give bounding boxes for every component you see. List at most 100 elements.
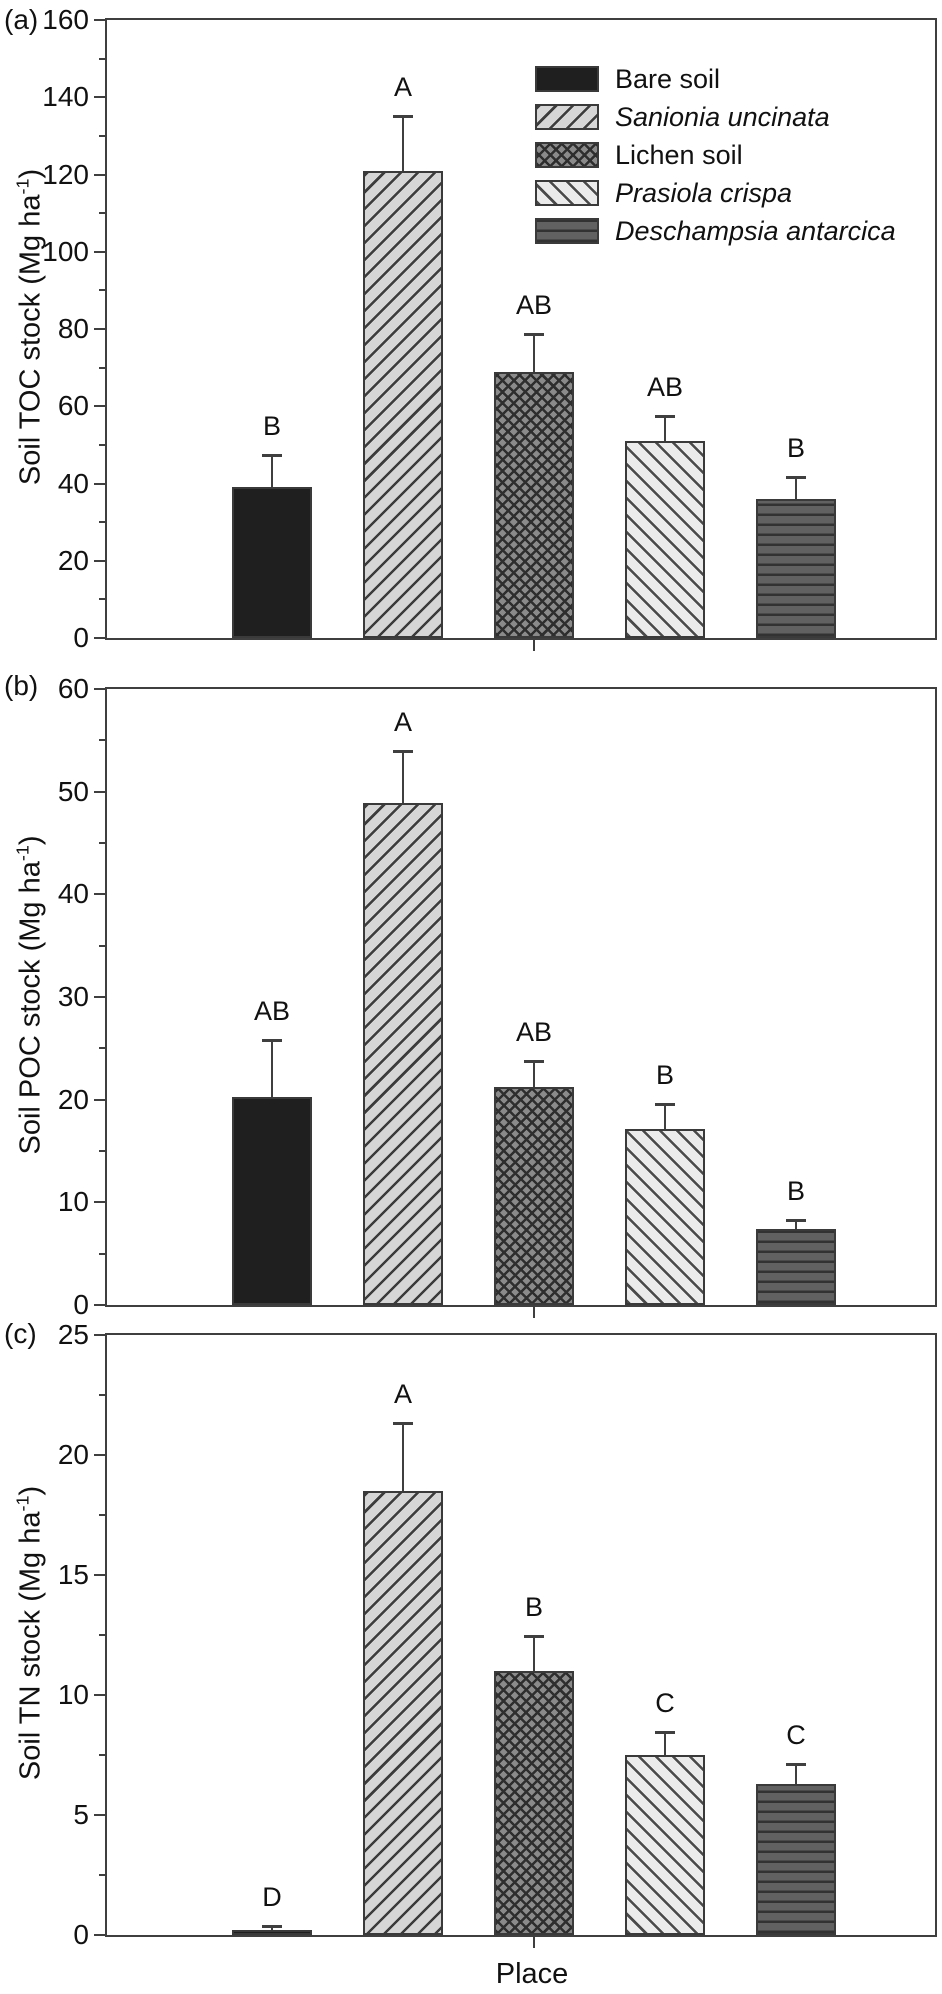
error-bar-cap — [262, 1039, 282, 1043]
y-major-tick — [94, 1694, 107, 1696]
y-tick-label: 120 — [42, 158, 89, 190]
sig-letter: AB — [515, 1016, 553, 1047]
y-tick-label: 60 — [57, 673, 89, 704]
y-tick-label: 20 — [57, 1083, 89, 1115]
legend-swatch-horizontal-lines — [535, 218, 599, 244]
y-major-tick — [94, 790, 107, 793]
sig-letter: AB — [253, 996, 291, 1027]
error-bar-cap — [524, 1635, 544, 1639]
legend: Bare soil Sanionia uncinata Lichen soil Pra… — [535, 60, 896, 250]
y-minor-tick — [99, 1634, 107, 1636]
y-tick-label: 40 — [57, 878, 89, 910]
error-bar-cap — [262, 454, 282, 458]
error-bar-stem — [402, 1423, 404, 1491]
panel-b-tag: (b) — [4, 670, 39, 701]
error-bar-stem — [795, 1764, 797, 1784]
legend-label: Prasiola crispa — [615, 177, 793, 208]
y-tick-label: 100 — [42, 235, 89, 267]
y-tick-label: 60 — [57, 390, 89, 422]
y-minor-tick — [99, 1754, 107, 1756]
y-minor-tick — [99, 443, 107, 446]
error-bar-cap — [655, 414, 675, 418]
bar-deschampsia-antarcica — [756, 1229, 836, 1305]
y-major-tick — [94, 1814, 107, 1816]
y-major-tick — [94, 996, 107, 998]
legend-label: Bare soil — [615, 63, 721, 94]
y-tick-label: 0 — [73, 1289, 89, 1320]
error-bar-stem — [533, 1637, 535, 1671]
sig-letter: D — [262, 1881, 282, 1912]
panel-c-plot-area: 0 5 10 15 20 25 D A B C C — [58, 1321, 937, 1949]
y-tick-label: 80 — [57, 313, 89, 344]
bar-bare-soil — [232, 1930, 312, 1935]
sig-letter: A — [393, 1378, 412, 1409]
y-major-tick — [94, 893, 107, 896]
y-major-tick — [94, 96, 107, 99]
y-major-tick — [94, 19, 107, 21]
y-major-tick — [94, 1304, 107, 1306]
y-tick-label: 5 — [73, 1799, 89, 1830]
y-title-close: ) — [14, 835, 47, 846]
x-tick — [533, 638, 535, 651]
y-major-tick — [94, 1574, 107, 1576]
bar-bare-soil — [232, 1096, 312, 1305]
panel-a-tag: (a) — [4, 4, 39, 35]
error-bar-cap — [786, 475, 806, 479]
bar-deschampsia-antarcica — [756, 498, 836, 638]
sig-letter: AB — [646, 371, 684, 402]
y-major-tick — [94, 637, 107, 639]
x-tick — [533, 1305, 535, 1318]
y-minor-tick — [99, 521, 107, 524]
y-minor-tick — [99, 366, 107, 369]
error-bar-stem — [664, 416, 666, 442]
y-major-tick — [94, 1334, 107, 1336]
y-major-tick — [94, 328, 107, 330]
y-minor-tick — [99, 212, 107, 215]
legend-item-sanionia-uncinata: Sanionia uncinata — [535, 98, 896, 136]
error-bar-cap — [655, 1731, 675, 1735]
panel-c-y-axis-title: Soil TN stock (Mg ha-1) — [13, 1486, 48, 1780]
error-bar-cap — [786, 1762, 806, 1766]
x-tick — [533, 1935, 535, 1948]
y-major-tick — [94, 1201, 107, 1204]
error-bar-cap — [393, 749, 413, 753]
y-major-tick — [94, 250, 107, 253]
legend-swatch-diamond-crosshatch — [535, 142, 599, 168]
legend-swatch-solid-black — [535, 66, 599, 92]
legend-item-lichen-soil: Lichen soil — [535, 136, 896, 174]
error-bar-stem — [795, 477, 797, 499]
y-title-text: Soil TN stock (Mg ha — [14, 1511, 47, 1781]
y-tick-label: 50 — [57, 775, 89, 807]
y-minor-tick — [99, 1514, 107, 1516]
panel-b-plot-area: 0 10 20 30 40 50 60 AB A AB B B — [58, 675, 937, 1319]
y-minor-tick — [99, 944, 107, 947]
bar-prasiola-crispa — [625, 1129, 705, 1305]
y-tick-label: 160 — [42, 4, 89, 35]
y-tick-label: 30 — [57, 981, 89, 1012]
sig-letter: C — [786, 1719, 806, 1750]
y-tick-label: 15 — [57, 1559, 89, 1590]
error-bar-cap — [524, 332, 544, 336]
bar-lichen-soil — [494, 1671, 574, 1935]
error-bar-stem — [533, 1061, 535, 1088]
sig-letter: A — [393, 706, 412, 737]
error-bar-stem — [664, 1104, 666, 1130]
y-minor-tick — [99, 1252, 107, 1255]
error-bar-stem — [271, 1926, 273, 1931]
y-title-superscript: -1 — [12, 845, 33, 862]
sig-letter: B — [786, 432, 805, 463]
y-minor-tick — [99, 1394, 107, 1396]
y-major-tick — [94, 173, 107, 176]
sig-letter: A — [393, 71, 412, 102]
sig-letter: C — [655, 1688, 675, 1719]
legend-item-deschampsia-antarcica: Deschampsia antarcica — [535, 212, 896, 250]
y-tick-label: 10 — [57, 1186, 89, 1218]
error-bar-cap — [393, 114, 413, 118]
y-tick-label: 40 — [57, 467, 89, 499]
bar-sanionia-uncinata — [363, 1491, 443, 1935]
y-minor-tick — [99, 134, 107, 137]
sig-letter: B — [524, 1592, 543, 1623]
bar-deschampsia-antarcica — [756, 1783, 836, 1935]
error-bar-stem — [271, 456, 273, 488]
